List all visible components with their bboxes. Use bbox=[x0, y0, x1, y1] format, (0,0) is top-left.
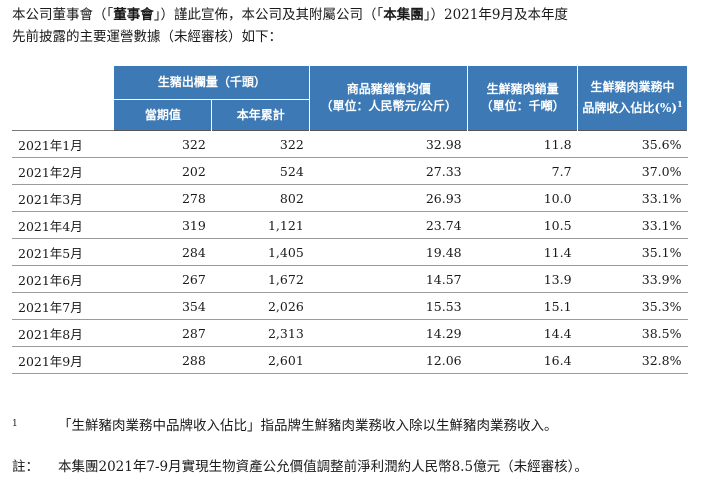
header-avg-price-label: 商品豬銷售均價 bbox=[346, 82, 431, 96]
intro-paragraph: 本公司董事會（「董事會」）謹此宣佈，本公司及其附屬公司（「本集團」）2021年9… bbox=[12, 4, 692, 48]
brand-share-cell: 33.9% bbox=[577, 265, 688, 293]
hogs-ytd-cell: 2,026 bbox=[211, 292, 310, 320]
pork-sales-cell: 10.0 bbox=[467, 184, 578, 212]
brand-share-cell: 33.1% bbox=[577, 211, 688, 239]
month-cell: 2021年3月 bbox=[12, 184, 114, 212]
hogs-ytd-cell: 1,121 bbox=[211, 211, 310, 239]
header-brand-share-label-2: 品牌收入佔比(%) bbox=[582, 101, 678, 115]
operations-table: 生豬出欄量（千頭） 商品豬銷售均價 （單位：人民幣元/公斤） 生鮮豬肉銷量 （單… bbox=[12, 66, 688, 374]
pork-sales-cell: 11.4 bbox=[467, 238, 578, 266]
pork-sales-cell: 7.7 bbox=[467, 157, 578, 185]
group-term: 本集團 bbox=[383, 7, 424, 23]
month-cell: 2021年7月 bbox=[12, 292, 114, 320]
brand-share-cell: 32.8% bbox=[577, 346, 688, 374]
month-cell: 2021年2月 bbox=[12, 157, 114, 185]
header-current-period: 當期值 bbox=[113, 99, 213, 131]
avg-price-cell: 15.53 bbox=[309, 292, 468, 320]
hogs-current-cell: 288 bbox=[113, 346, 212, 374]
avg-price-cell: 19.48 bbox=[309, 238, 468, 266]
avg-price-cell: 27.33 bbox=[309, 157, 468, 185]
footnote-text: 「生鮮豬肉業務中品牌收入佔比」指品牌生鮮豬肉業務收入除以生鮮豬肉業務收入。 bbox=[58, 418, 558, 434]
brand-share-cell: 37.0% bbox=[577, 157, 688, 185]
hogs-ytd-cell: 802 bbox=[211, 184, 310, 212]
month-cell: 2021年9月 bbox=[12, 346, 114, 374]
table-body: 2021年1月 322 322 32.98 11.8 35.6% 2021年2月 202 524… bbox=[12, 130, 688, 374]
table-row: 2021年2月 202 524 27.33 7.7 37.0% bbox=[12, 157, 688, 185]
pork-sales-cell: 16.4 bbox=[467, 346, 578, 374]
avg-price-cell: 23.74 bbox=[309, 211, 468, 239]
intro-line-2: 先前披露的主要運營數據（未經審核）如下： bbox=[12, 29, 282, 45]
table-row: 2021年5月 284 1,405 19.48 11.4 35.1% bbox=[12, 238, 688, 266]
hogs-current-cell: 322 bbox=[113, 130, 212, 158]
avg-price-cell: 14.29 bbox=[309, 319, 468, 347]
table-row: 2021年8月 287 2,313 14.29 14.4 38.5% bbox=[12, 319, 688, 347]
avg-price-cell: 14.57 bbox=[309, 265, 468, 293]
table-row: 2021年9月 288 2,601 12.06 16.4 32.8% bbox=[12, 346, 688, 374]
brand-share-cell: 35.1% bbox=[577, 238, 688, 266]
table-header-row-2: 當期值 本年累計 bbox=[12, 99, 688, 131]
month-cell: 2021年6月 bbox=[12, 265, 114, 293]
header-pork-sales-label: 生鮮豬肉銷量 bbox=[486, 82, 559, 96]
brand-share-cell: 33.1% bbox=[577, 184, 688, 212]
brand-share-cell: 38.5% bbox=[577, 319, 688, 347]
header-pork-sales-unit: （單位：千噸） bbox=[480, 99, 565, 113]
hogs-ytd-cell: 322 bbox=[211, 130, 310, 158]
header-avg-price-unit: （單位：人民幣元/公斤） bbox=[320, 99, 457, 113]
header-pork-sales: 生鮮豬肉銷量 （單位：千噸） bbox=[467, 66, 579, 131]
intro-text-3: 」）2021年9月及本年度 bbox=[423, 7, 568, 23]
header-avg-price: 商品豬銷售均價 （單位：人民幣元/公斤） bbox=[309, 66, 469, 131]
table-row: 2021年1月 322 322 32.98 11.8 35.6% bbox=[12, 130, 688, 158]
hogs-ytd-cell: 2,313 bbox=[211, 319, 310, 347]
hogs-current-cell: 284 bbox=[113, 238, 212, 266]
header-year-to-date: 本年累計 bbox=[211, 99, 311, 131]
pork-sales-cell: 11.8 bbox=[467, 130, 578, 158]
hogs-current-cell: 319 bbox=[113, 211, 212, 239]
month-cell: 2021年5月 bbox=[12, 238, 114, 266]
board-term: 董事會 bbox=[113, 7, 154, 23]
hogs-current-cell: 202 bbox=[113, 157, 212, 185]
avg-price-cell: 32.98 bbox=[309, 130, 468, 158]
month-cell: 2021年8月 bbox=[12, 319, 114, 347]
pork-sales-cell: 15.1 bbox=[467, 292, 578, 320]
footnote-mark: 1 bbox=[12, 419, 18, 429]
note-label: 註： bbox=[12, 459, 39, 475]
avg-price-cell: 12.06 bbox=[309, 346, 468, 374]
pork-sales-cell: 13.9 bbox=[467, 265, 578, 293]
header-brand-share: 生鮮豬肉業務中 品牌收入佔比(%)1 bbox=[577, 66, 688, 131]
hogs-ytd-cell: 1,405 bbox=[211, 238, 310, 266]
header-hogs-sold: 生豬出欄量（千頭） bbox=[113, 66, 311, 100]
month-cell: 2021年4月 bbox=[12, 211, 114, 239]
footnote-ref: 1 bbox=[677, 99, 683, 109]
hogs-ytd-cell: 1,672 bbox=[211, 265, 310, 293]
brand-share-cell: 35.6% bbox=[577, 130, 688, 158]
note-text: 本集團2021年7-9月實現生物資產公允價值調整前淨利潤約人民幣8.5億元（未經… bbox=[58, 459, 588, 475]
hogs-ytd-cell: 524 bbox=[211, 157, 310, 185]
month-cell: 2021年1月 bbox=[12, 130, 114, 158]
table-row: 2021年4月 319 1,121 23.74 10.5 33.1% bbox=[12, 211, 688, 239]
intro-text-2: 」）謹此宣佈，本公司及其附屬公司（「 bbox=[153, 7, 384, 23]
header-brand-share-label: 生鮮豬肉業務中 bbox=[590, 80, 675, 94]
table-header-row-1: 生豬出欄量（千頭） 商品豬銷售均價 （單位：人民幣元/公斤） 生鮮豬肉銷量 （單… bbox=[12, 66, 688, 131]
hogs-current-cell: 278 bbox=[113, 184, 212, 212]
intro-text-1: 本公司董事會（「 bbox=[12, 7, 114, 23]
avg-price-cell: 26.93 bbox=[309, 184, 468, 212]
brand-share-cell: 35.3% bbox=[577, 292, 688, 320]
header-blank-cell bbox=[12, 66, 115, 131]
hogs-current-cell: 354 bbox=[113, 292, 212, 320]
hogs-current-cell: 287 bbox=[113, 319, 212, 347]
hogs-current-cell: 267 bbox=[113, 265, 212, 293]
hogs-ytd-cell: 2,601 bbox=[211, 346, 310, 374]
table-row: 2021年6月 267 1,672 14.57 13.9 33.9% bbox=[12, 265, 688, 293]
table-row: 2021年3月 278 802 26.93 10.0 33.1% bbox=[12, 184, 688, 212]
table-row: 2021年7月 354 2,026 15.53 15.1 35.3% bbox=[12, 292, 688, 320]
pork-sales-cell: 10.5 bbox=[467, 211, 578, 239]
pork-sales-cell: 14.4 bbox=[467, 319, 578, 347]
